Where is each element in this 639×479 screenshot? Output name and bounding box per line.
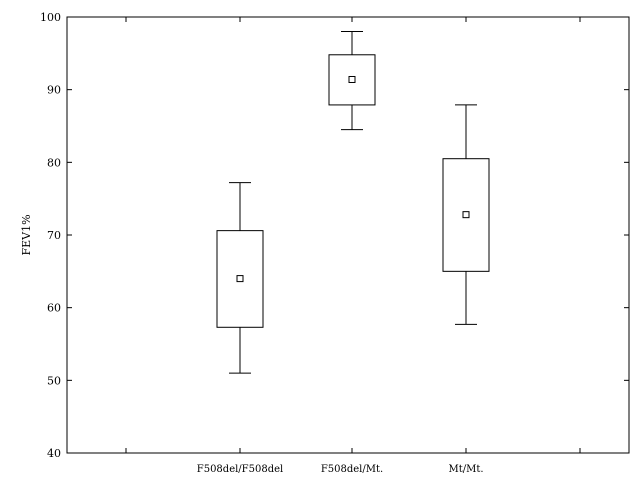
y-tick-label-90: 90 <box>47 84 61 97</box>
category-label-1: F508del/F508del <box>197 464 283 475</box>
box-2-median-marker <box>348 75 356 83</box>
category-label-3: Mt/Mt. <box>448 464 483 475</box>
y-tick-label-50: 50 <box>47 374 61 387</box>
box-3-median-marker <box>462 211 470 219</box>
y-tick-label-100: 100 <box>40 11 61 24</box>
y-tick-label-60: 60 <box>47 302 61 315</box>
category-label-2: F508del/Mt. <box>321 464 383 475</box>
y-axis-label: FEV1% <box>20 214 33 255</box>
plot-area: 40 50 60 70 80 90 100 F508del/F508del F508del/Mt… <box>40 11 630 475</box>
y-tick-label-40: 40 <box>47 447 61 460</box>
y-tick-label-80: 80 <box>47 156 61 169</box>
y-tick-label-70: 70 <box>47 229 61 242</box>
box-1-median-marker <box>236 275 244 283</box>
